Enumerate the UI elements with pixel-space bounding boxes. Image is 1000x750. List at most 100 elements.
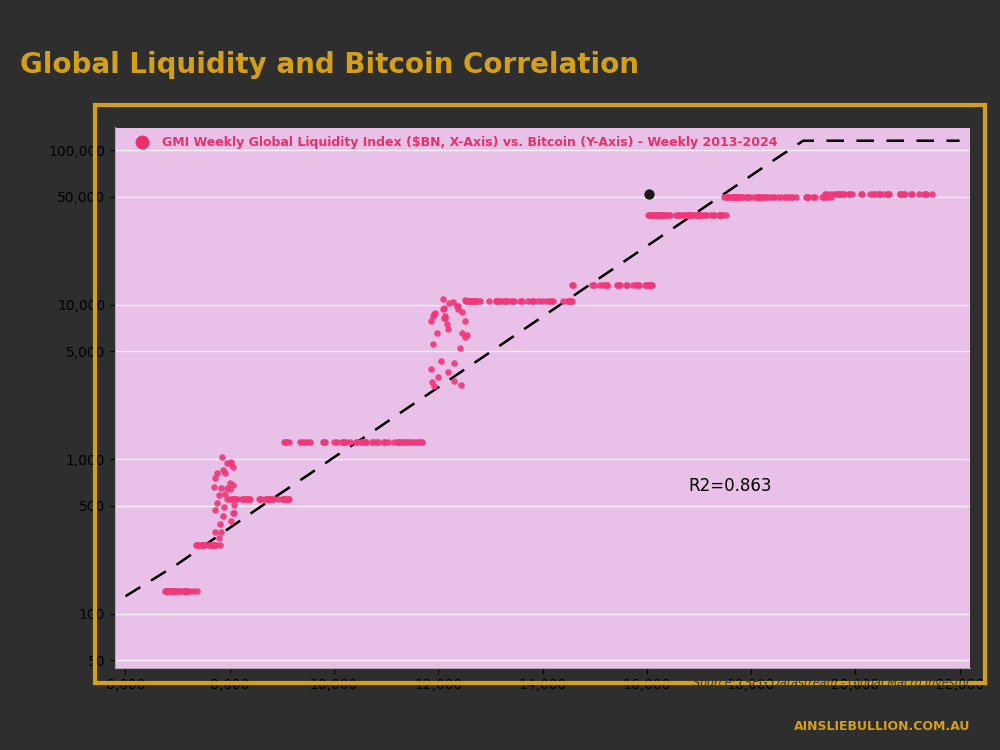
Point — [800, 190, 816, 202]
Point — [680, 209, 696, 221]
Point — [757, 190, 773, 202]
Point — [844, 188, 860, 200]
Point — [514, 296, 530, 307]
Point — [503, 296, 519, 307]
Point — [830, 188, 846, 200]
Point — [370, 436, 386, 448]
Point — [206, 482, 222, 494]
Point — [682, 209, 698, 221]
Point — [265, 494, 281, 506]
Point — [650, 209, 666, 221]
Point — [670, 209, 686, 221]
Point — [719, 190, 735, 202]
Point — [396, 436, 412, 448]
Point — [317, 436, 333, 448]
Point — [841, 188, 857, 200]
Point — [219, 457, 235, 469]
Point — [641, 278, 657, 290]
Point — [892, 188, 908, 200]
Point — [895, 188, 911, 200]
Point — [194, 538, 210, 550]
Point — [427, 307, 443, 319]
Point — [880, 188, 896, 200]
Point — [488, 296, 504, 307]
Point — [654, 209, 670, 221]
Point — [777, 190, 793, 202]
Point — [750, 190, 766, 202]
Point — [335, 436, 351, 448]
Point — [836, 188, 852, 200]
Point — [833, 188, 849, 200]
Point — [368, 436, 384, 448]
Point — [655, 209, 671, 221]
Point — [280, 494, 296, 506]
Point — [239, 494, 255, 506]
Point — [358, 436, 374, 448]
Point — [162, 585, 178, 597]
Point — [723, 190, 739, 202]
Point — [733, 190, 749, 202]
Point — [728, 190, 744, 202]
Point — [693, 209, 709, 221]
Text: AINSLIEBULLION.COM.AU: AINSLIEBULLION.COM.AU — [794, 721, 970, 734]
Point — [753, 190, 769, 202]
Point — [714, 209, 730, 221]
Point — [216, 501, 232, 513]
Point — [828, 188, 844, 200]
Point — [731, 190, 747, 202]
Point — [599, 278, 615, 290]
Point — [697, 209, 713, 221]
Point — [692, 209, 708, 221]
Point — [185, 585, 201, 597]
Point — [380, 436, 396, 448]
Point — [749, 190, 765, 202]
Point — [645, 209, 661, 221]
Point — [832, 188, 848, 200]
Point — [918, 188, 934, 200]
Point — [854, 188, 870, 200]
Point — [721, 190, 737, 202]
Text: Global Liquidity and Bitcoin Correlation: Global Liquidity and Bitcoin Correlation — [20, 51, 639, 79]
Point — [400, 436, 416, 448]
Point — [436, 302, 452, 313]
Point — [205, 538, 221, 550]
Point — [410, 436, 426, 448]
Point — [194, 538, 210, 550]
Point — [234, 494, 250, 506]
Point — [453, 380, 469, 392]
Point — [225, 494, 241, 506]
Point — [649, 209, 665, 221]
Point — [357, 436, 373, 448]
Point — [881, 188, 897, 200]
Point — [167, 585, 183, 597]
Point — [392, 436, 408, 448]
Point — [642, 209, 658, 221]
Point — [426, 380, 442, 392]
Point — [534, 296, 550, 307]
Point — [728, 190, 744, 202]
Point — [918, 188, 934, 200]
Point — [196, 538, 212, 550]
Point — [729, 190, 745, 202]
Text: R2=0.863: R2=0.863 — [688, 478, 772, 496]
Point — [781, 190, 797, 202]
Point — [449, 300, 465, 312]
Point — [641, 188, 657, 200]
Point — [242, 494, 258, 506]
Point — [916, 188, 932, 200]
Point — [751, 190, 767, 202]
Point — [512, 296, 528, 307]
Point — [177, 585, 193, 597]
Point — [450, 300, 466, 312]
Point — [880, 188, 896, 200]
Point — [223, 515, 239, 527]
Point — [649, 209, 665, 221]
Point — [499, 296, 515, 307]
Point — [656, 209, 672, 221]
Point — [464, 296, 480, 307]
Point — [435, 293, 451, 305]
Point — [649, 209, 665, 221]
Point — [188, 538, 204, 550]
Point — [817, 188, 833, 200]
Point — [541, 296, 557, 307]
